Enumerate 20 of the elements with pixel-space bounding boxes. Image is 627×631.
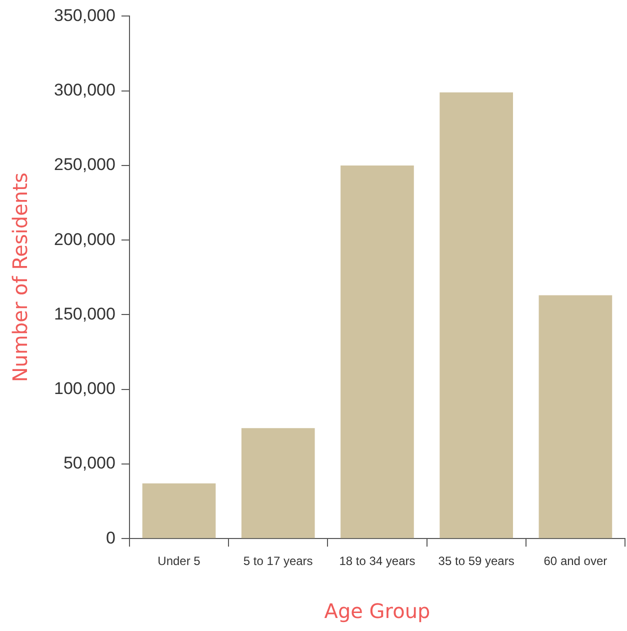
y-tick-label: 50,000 xyxy=(63,454,116,473)
y-tick-label: 300,000 xyxy=(54,80,116,100)
y-tick-label: 250,000 xyxy=(54,155,116,174)
y-axis-title: Number of Residents xyxy=(8,172,32,382)
x-axis-title: Age Group xyxy=(324,599,430,624)
bar xyxy=(142,483,216,538)
x-tick-label: 60 and over xyxy=(544,554,608,568)
bar xyxy=(538,295,612,538)
x-tick-label: 18 to 34 years xyxy=(339,554,416,568)
x-tick-label: 35 to 59 years xyxy=(438,554,514,568)
y-tick-label: 0 xyxy=(106,528,116,548)
y-tick-label: 150,000 xyxy=(54,304,116,324)
bar xyxy=(340,165,414,538)
x-tick-label: Under 5 xyxy=(158,554,201,568)
y-tick-label: 350,000 xyxy=(54,6,116,25)
y-tick-label: 100,000 xyxy=(54,379,116,398)
bar xyxy=(440,92,514,538)
y-tick-label: 200,000 xyxy=(54,230,116,249)
x-tick-label: 5 to 17 years xyxy=(243,554,313,568)
bar xyxy=(241,428,315,538)
